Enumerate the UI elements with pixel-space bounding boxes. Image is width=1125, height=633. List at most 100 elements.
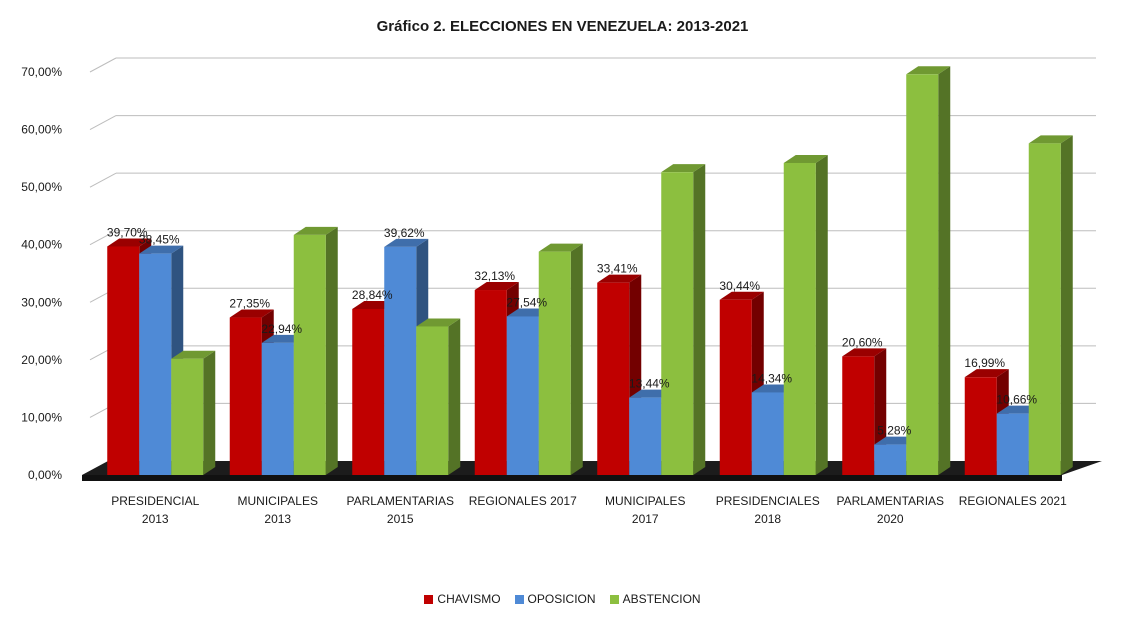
bar-front [906,74,939,475]
bar [538,243,583,475]
legend-item: CHAVISMO [424,592,501,606]
y-tick-label: 60,00% [21,123,62,137]
data-label: 38,45% [139,233,180,247]
bar-front [597,282,630,475]
bar-front [874,444,907,475]
data-label: 20,60% [842,335,883,349]
x-tick-label: 2013 [142,512,169,526]
x-tick-label: PRESIDENCIALES [716,494,820,508]
legend-label: OPOSICION [527,592,596,606]
data-label: 28,84% [352,288,393,302]
data-label: 30,44% [719,279,760,293]
bar-top [783,154,828,163]
bar-top [171,350,216,359]
bar-front [261,342,294,475]
gridline-diagonal [89,57,117,73]
bar [842,348,887,475]
y-tick-label: 50,00% [21,180,62,194]
bar-front [996,413,1029,475]
x-tick-label: REGIONALES 2017 [469,494,577,508]
bar-front [293,234,326,475]
bar [416,318,461,475]
bar [597,274,642,475]
bar-front [751,392,784,475]
axis-layer: 0,00% 10,00% 20,00% 30,00% 40,00% 50,00% 60,00… [21,65,1067,526]
legend-label: CHAVISMO [437,592,501,606]
bar [783,154,828,475]
bar-front [661,172,694,475]
y-tick-label: 10,00% [21,410,62,424]
bar-top [906,66,951,75]
x-tick-label: MUNICIPALES [238,494,318,508]
x-tick-label: 2020 [877,512,904,526]
bar-side [203,350,216,475]
bar-top [107,238,152,247]
x-tick-label: PARLAMENTARIAS [836,494,944,508]
bar-side [1060,135,1073,476]
bar-top [597,274,642,283]
bar-side [938,66,951,475]
bar-top [229,309,274,318]
bar [1028,135,1073,476]
data-label: 10,66% [996,393,1037,407]
data-label: 27,35% [229,297,270,311]
bar-front [719,299,752,475]
bar-front [538,251,571,475]
floor-front [82,475,1062,481]
bar-top [719,291,764,300]
data-label: 39,62% [384,226,425,240]
data-label: 22,94% [261,322,302,336]
bar [661,164,706,475]
gridline-diagonal [89,230,117,246]
bar-side [693,164,706,475]
bar-front [783,162,816,475]
bar-front [171,358,204,475]
bar-front [506,316,539,475]
y-tick-label: 30,00% [21,295,62,309]
bar-front [964,377,997,475]
legend-swatch [424,594,434,604]
gridline-diagonal [89,115,117,131]
bar-front [416,326,449,475]
legend-swatch [514,594,524,604]
bar-front [1028,143,1061,476]
data-label: 39,70% [107,225,148,239]
bar-side [570,243,583,475]
bar-front [229,317,262,475]
bar-side [815,154,828,475]
y-tick-label: 20,00% [21,353,62,367]
legend-item: OPOSICION [514,592,596,606]
bar-top [964,369,1009,378]
bar-top [293,226,338,235]
legend-item: ABSTENCION [609,592,701,606]
x-tick-label: 2013 [264,512,291,526]
bar-front [107,246,140,475]
data-label: 5,28% [877,424,911,438]
bar-top [416,318,461,327]
bar-front [139,253,172,475]
legend: CHAVISMO OPOSICION ABSTENCION [0,592,1125,606]
x-tick-label: 2017 [632,512,659,526]
y-tick-label: 0,00% [28,468,62,482]
bar-top [384,238,429,247]
bar-front [352,308,385,475]
data-label: 13,44% [629,377,670,391]
data-labels-layer: 39,70%38,45% 27,35% 22,94% 28,84% 39,62% 32,1… [107,225,1038,437]
chart-title: Gráfico 2. ELECCIONES EN VENEZUELA: 2013… [376,18,749,35]
gridline-diagonal [89,172,117,188]
bar-top [842,348,887,357]
bar-side [325,226,338,475]
bars-layer [107,66,1073,476]
bar [906,66,951,475]
bar [293,226,338,475]
x-tick-label: MUNICIPALES [605,494,685,508]
data-label: 16,99% [964,356,1005,370]
x-tick-label: PARLAMENTARIAS [346,494,454,508]
data-label: 32,13% [474,269,515,283]
x-tick-label: 2015 [387,512,414,526]
x-tick-label: REGIONALES 2021 [959,494,1067,508]
bar-front [629,397,662,475]
legend-label: ABSTENCION [622,592,701,606]
y-tick-label: 70,00% [21,65,62,79]
